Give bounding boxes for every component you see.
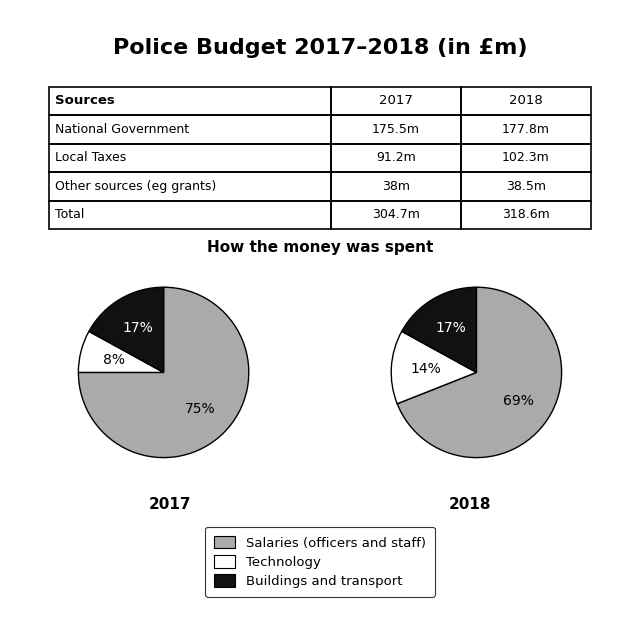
Text: Total: Total	[55, 208, 84, 221]
Bar	[461, 144, 591, 172]
Bar	[49, 87, 331, 115]
Bar	[461, 201, 591, 229]
Text: 304.7m: 304.7m	[372, 208, 420, 221]
Text: Sources: Sources	[55, 94, 115, 108]
Text: 91.2m: 91.2m	[376, 151, 415, 164]
Text: 38m: 38m	[382, 180, 410, 193]
Bar	[49, 201, 331, 229]
Wedge shape	[78, 331, 164, 372]
Text: 69%: 69%	[503, 394, 534, 408]
Text: Other sources (eg grants): Other sources (eg grants)	[55, 180, 216, 193]
Text: 2018: 2018	[509, 94, 543, 108]
Text: Local Taxes: Local Taxes	[55, 151, 127, 164]
Text: 2017: 2017	[148, 498, 191, 512]
Text: Police Budget 2017–2018 (in £m): Police Budget 2017–2018 (in £m)	[113, 38, 527, 58]
Text: 8%: 8%	[103, 352, 125, 367]
Text: 102.3m: 102.3m	[502, 151, 550, 164]
Text: 75%: 75%	[184, 401, 215, 416]
Text: 17%: 17%	[435, 321, 466, 336]
Bar	[461, 115, 591, 144]
Wedge shape	[402, 288, 476, 372]
Wedge shape	[89, 288, 164, 372]
Wedge shape	[397, 288, 562, 458]
Bar	[331, 144, 461, 172]
Legend: Salaries (officers and staff), Technology, Buildings and transport: Salaries (officers and staff), Technolog…	[205, 526, 435, 597]
Wedge shape	[391, 331, 476, 404]
Bar	[331, 115, 461, 144]
Text: 38.5m: 38.5m	[506, 180, 546, 193]
Bar	[331, 172, 461, 201]
Wedge shape	[78, 288, 249, 458]
Bar	[461, 87, 591, 115]
Bar	[49, 172, 331, 201]
Bar	[331, 87, 461, 115]
Text: How the money was spent: How the money was spent	[207, 240, 433, 255]
Text: 14%: 14%	[410, 362, 441, 376]
Bar	[331, 201, 461, 229]
Text: National Government: National Government	[55, 123, 189, 136]
Bar	[49, 144, 331, 172]
Bar	[461, 172, 591, 201]
Text: 17%: 17%	[122, 321, 153, 336]
Text: 175.5m: 175.5m	[372, 123, 420, 136]
Bar	[49, 115, 331, 144]
Text: 2017: 2017	[379, 94, 413, 108]
Text: 177.8m: 177.8m	[502, 123, 550, 136]
Text: 318.6m: 318.6m	[502, 208, 550, 221]
Text: 2018: 2018	[449, 498, 492, 512]
